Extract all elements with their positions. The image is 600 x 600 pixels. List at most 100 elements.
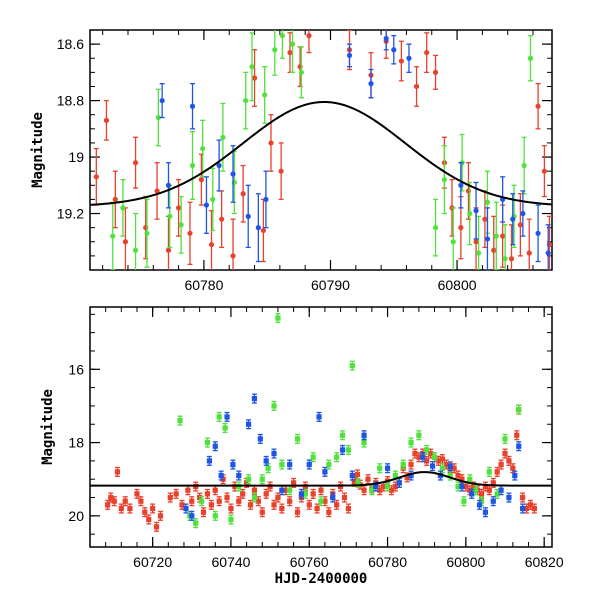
data-point	[346, 52, 353, 59]
data-point	[478, 498, 485, 504]
data-point	[494, 491, 500, 497]
data-point	[486, 487, 492, 493]
data-point	[204, 439, 211, 446]
data-point	[392, 483, 398, 490]
y-tick-label: 18.6	[57, 36, 84, 52]
data-point	[451, 465, 457, 471]
data-point	[144, 230, 150, 236]
data-point	[262, 92, 268, 98]
data-point	[469, 491, 475, 497]
data-point	[318, 498, 324, 504]
data-point	[287, 461, 293, 468]
data-point	[384, 483, 391, 490]
data-point	[429, 463, 436, 469]
data-point	[498, 487, 504, 493]
data-point	[198, 498, 205, 504]
y-tick-label: 18	[68, 435, 84, 451]
data-point	[212, 513, 218, 519]
data-point	[330, 494, 336, 501]
data-point	[365, 476, 371, 482]
data-point	[224, 494, 230, 501]
x-tick-label: 60800	[446, 554, 485, 570]
data-point	[412, 450, 418, 457]
data-point	[441, 177, 448, 183]
data-point	[413, 83, 420, 90]
data-point	[461, 498, 467, 504]
data-point	[339, 432, 346, 438]
data-point	[535, 230, 541, 236]
data-point	[502, 450, 508, 457]
data-point	[306, 502, 312, 508]
data-point	[491, 247, 497, 253]
data-point	[220, 134, 226, 140]
data-point	[240, 491, 246, 497]
data-point	[508, 256, 515, 262]
data-point	[486, 469, 492, 475]
data-point	[500, 233, 506, 239]
series-1	[110, 30, 534, 270]
y-tick-label: 19.2	[57, 206, 84, 222]
data-point	[437, 472, 444, 479]
data-point	[455, 483, 461, 490]
data-point	[178, 222, 184, 228]
data-point	[154, 188, 160, 194]
data-point	[127, 505, 133, 512]
data-point	[183, 505, 189, 512]
data-point	[200, 145, 206, 152]
data-point	[219, 216, 225, 222]
data-point	[283, 487, 289, 493]
data-point	[484, 199, 491, 205]
data-point	[230, 253, 236, 259]
data-point	[251, 487, 258, 493]
data-point	[424, 458, 430, 464]
data-point	[541, 168, 548, 174]
data-point	[334, 454, 340, 460]
data-point	[439, 456, 445, 462]
data-point	[236, 472, 242, 479]
data-point	[287, 487, 293, 493]
data-point	[416, 454, 422, 460]
data-point	[167, 494, 173, 501]
data-point	[240, 191, 246, 197]
data-point	[187, 230, 193, 236]
data-point	[467, 487, 473, 493]
data-point	[369, 487, 375, 493]
data-point	[245, 421, 252, 427]
data-point	[306, 33, 312, 39]
data-point	[279, 461, 285, 468]
x-tick-label: 60720	[133, 554, 172, 570]
data-point	[138, 498, 144, 504]
data-point	[208, 241, 215, 248]
y-tick-label: 19	[68, 149, 84, 165]
data-point	[93, 174, 99, 180]
data-point	[298, 69, 304, 75]
x-tick-label: 60740	[211, 554, 250, 570]
data-point	[275, 315, 281, 321]
y-tick-label: 20	[68, 508, 84, 524]
data-point	[517, 222, 523, 228]
data-point	[287, 49, 293, 56]
model-curve-line	[90, 100, 552, 206]
series-0	[105, 404, 537, 532]
data-point	[103, 117, 110, 123]
data-point	[271, 450, 277, 457]
data-point	[244, 480, 250, 486]
data-point	[197, 494, 203, 501]
data-point	[310, 491, 316, 497]
data-point	[118, 505, 124, 512]
data-point	[298, 491, 305, 497]
data-point	[236, 498, 242, 504]
bottom-y-axis-label: Magnitude	[40, 389, 56, 465]
data-point	[243, 97, 249, 104]
data-point	[428, 450, 434, 457]
data-point	[455, 472, 461, 479]
data-point	[398, 58, 404, 64]
data-point	[263, 458, 269, 464]
top-plot-frame	[89, 29, 553, 271]
data-point	[463, 483, 469, 490]
data-point	[355, 480, 361, 486]
model-curve-line	[90, 471, 552, 487]
data-point	[516, 443, 522, 449]
data-point	[193, 520, 199, 526]
data-point	[249, 64, 255, 70]
